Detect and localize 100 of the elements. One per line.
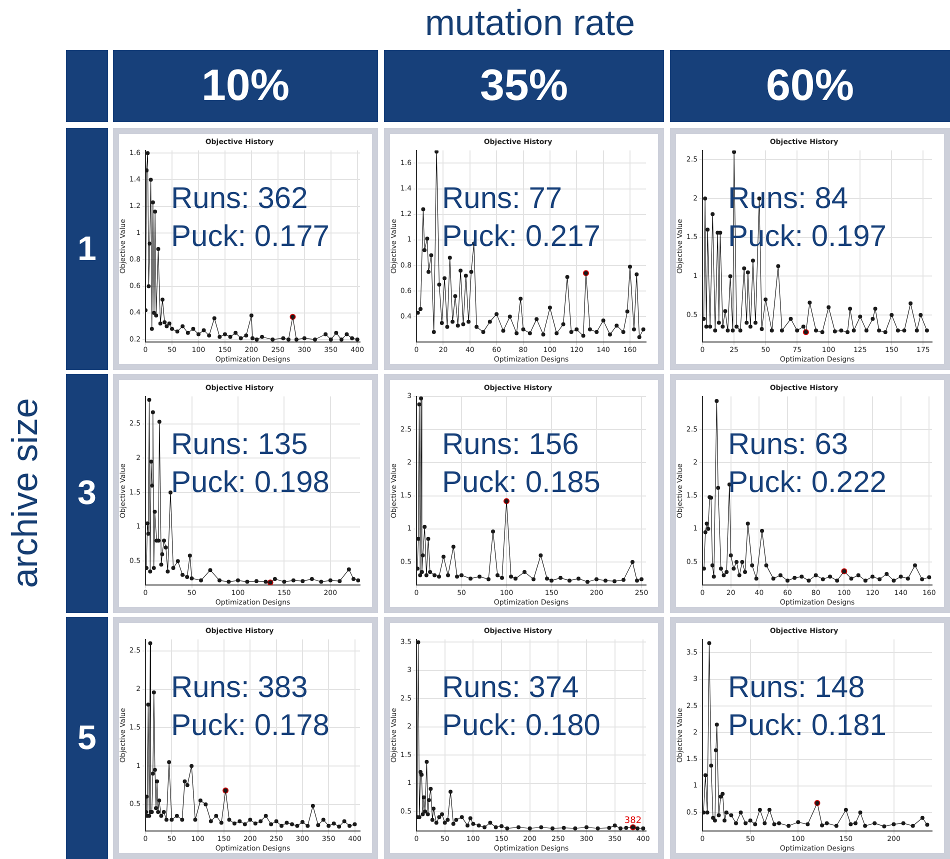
point [339, 338, 344, 342]
point [514, 331, 519, 336]
point [712, 574, 716, 579]
point [420, 570, 424, 574]
point [746, 270, 750, 274]
annotation: Runs: 362 [171, 182, 308, 215]
point [434, 820, 438, 825]
point [621, 330, 626, 334]
point [863, 578, 868, 583]
point [422, 795, 426, 800]
point [302, 336, 306, 340]
point [168, 490, 172, 495]
point [846, 330, 850, 334]
point [872, 821, 877, 826]
point [716, 320, 721, 325]
point [152, 510, 157, 514]
point [732, 150, 736, 154]
point [286, 338, 291, 342]
point [705, 810, 710, 815]
point [839, 328, 844, 333]
point [152, 690, 156, 694]
point [748, 324, 752, 329]
point [618, 826, 623, 830]
point [637, 335, 642, 340]
point [760, 528, 764, 533]
point [516, 825, 521, 830]
point [541, 332, 546, 337]
point [581, 334, 586, 338]
point [796, 820, 800, 824]
point [469, 270, 474, 274]
point [710, 212, 715, 216]
point [494, 312, 499, 316]
point [494, 825, 498, 830]
point [561, 322, 566, 326]
point [509, 574, 514, 579]
point [532, 577, 536, 582]
point [720, 324, 725, 329]
point [778, 573, 782, 578]
point [434, 150, 439, 154]
point [746, 522, 750, 526]
point [762, 821, 767, 826]
point [612, 579, 617, 584]
point [702, 316, 706, 321]
point [814, 573, 818, 578]
point [703, 196, 708, 201]
point [264, 814, 268, 818]
point [148, 178, 153, 182]
point [896, 328, 900, 333]
point [176, 559, 180, 564]
point [146, 284, 151, 288]
point [245, 580, 250, 584]
point [254, 579, 258, 584]
point [844, 808, 848, 812]
point [772, 822, 776, 826]
point [442, 276, 447, 280]
point [420, 772, 424, 777]
point [153, 210, 158, 214]
point [596, 826, 600, 830]
point [737, 573, 742, 578]
point [771, 576, 776, 581]
point [471, 822, 476, 826]
point [300, 820, 304, 824]
point [702, 810, 706, 815]
point [478, 574, 482, 579]
point [808, 300, 812, 305]
point [864, 328, 868, 333]
point [424, 760, 429, 764]
point [732, 566, 736, 571]
point [924, 328, 929, 333]
point [254, 338, 259, 342]
point [310, 577, 314, 582]
point [249, 314, 254, 318]
annotation: Puck: 0.185 [442, 466, 600, 499]
point [328, 578, 332, 582]
point [594, 330, 599, 334]
point [622, 578, 626, 582]
point [217, 578, 222, 582]
point [832, 329, 837, 334]
point [300, 579, 305, 584]
point [562, 826, 566, 830]
point [281, 336, 286, 340]
point [568, 578, 572, 583]
point [222, 332, 227, 336]
point [792, 576, 797, 580]
point [234, 330, 238, 335]
point [248, 818, 252, 822]
point [442, 554, 446, 559]
point [416, 310, 420, 315]
point [260, 334, 264, 339]
point [901, 821, 906, 826]
point [488, 820, 492, 825]
point [167, 322, 172, 326]
point [920, 816, 924, 820]
point [417, 402, 422, 406]
point [754, 576, 758, 581]
point [214, 814, 218, 818]
point [505, 826, 510, 830]
point [196, 332, 200, 336]
point [426, 536, 430, 541]
point [148, 569, 152, 574]
